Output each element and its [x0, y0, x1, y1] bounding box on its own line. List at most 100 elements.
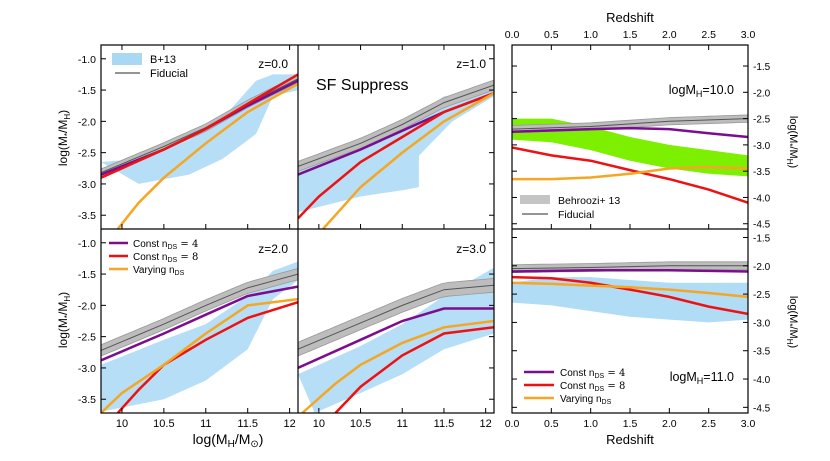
ry-label-0-4: -3.5 [753, 167, 771, 178]
xtick-label-1-4: 12 [480, 418, 492, 430]
z3-varying-line [301, 319, 494, 413]
mh11-varying-line [512, 281, 748, 299]
green-band-mh10 [512, 118, 748, 177]
ry-label-0-1: -2.0 [753, 88, 771, 99]
ry-label-0-0: -1.5 [753, 62, 771, 73]
legend-bottom-left: Const nDS = 4 Const nDS = 8 Varying nDS [109, 239, 198, 277]
legend-b13-label: B+13 [150, 54, 176, 66]
legend-behroozi-label: Behroozi+ 13 [558, 195, 620, 207]
ytick-label-0-0: -1.0 [78, 54, 96, 66]
panel-label-mh10: logMH=10.0 [669, 83, 734, 99]
panel-label-z2: z=2.0 [258, 242, 288, 256]
xtick-label-0-1: 10.5 [153, 418, 174, 430]
ry-label-1-6: -4.5 [753, 403, 771, 414]
z0-const8-line [101, 73, 298, 179]
panel-label-z1: z=1.0 [456, 57, 486, 71]
xtick-label-1-0: 10 [313, 418, 325, 430]
legend-right-const4-label: Const nDS = 4 [560, 368, 625, 380]
ry-label-1-2: -2.5 [753, 290, 771, 301]
z2-const8-line [116, 301, 298, 413]
panel-label-z0: z=0.0 [258, 57, 288, 71]
ry-label-1-3: -3.0 [753, 318, 771, 329]
panel-z1-data [298, 79, 494, 229]
xtick-label-1-1: 10.5 [350, 418, 371, 430]
axis-ticks: 10 10.5 11 11.5 12 10 10.5 11 11.5 12 -1.0 -1.5 -2.0… [78, 29, 771, 430]
legend-const4-label: Const nDS = 4 [133, 239, 198, 251]
ytick-label-1-1: -1.5 [78, 269, 96, 281]
rx-bot-label-1: 0.5 [544, 418, 559, 430]
ry-label-0-2: -2.5 [753, 115, 771, 126]
panel-z2-data [101, 261, 298, 413]
legend-fiducial-right-label: Fiducial [558, 209, 594, 221]
legend-behroozi-swatch [520, 195, 550, 204]
ytick-label-1-4: -3.0 [78, 363, 96, 375]
z1-varying-line [322, 92, 494, 229]
fiducial-band-z2-line [101, 273, 298, 351]
mh10-const8-line [512, 146, 748, 204]
fiducial-band-z3-line [298, 284, 494, 350]
z3-const4-line [298, 307, 494, 370]
xtick-label-0-4: 12 [283, 418, 295, 430]
panel-z0-data [101, 73, 298, 229]
fiducial-band-z3 [298, 277, 494, 357]
left-x-axis-label: log(MH/M⊙) [193, 431, 264, 450]
mh11-const4-line [512, 269, 748, 273]
ytick-label-0-2: -2.0 [78, 116, 96, 128]
z2-const4-line [101, 285, 298, 362]
right-y-axis-label-top: log(M*/MH) [785, 116, 799, 168]
panel-label-mh11: logMH=11.0 [670, 370, 734, 386]
ytick-label-1-5: -3.5 [78, 394, 96, 406]
fiducial-band-z1-line [298, 84, 494, 167]
xtick-label-1-2: 11 [397, 418, 408, 430]
legend-b13-swatch [112, 53, 142, 65]
ytick-label-1-2: -2.0 [78, 300, 96, 312]
right-y-axis-label-bottom: log(M*/MH) [785, 296, 799, 348]
rx-top-label-3: 1.5 [623, 29, 638, 41]
y-axis-label-top: log(M*/MH) [56, 110, 72, 166]
legend-varying-label: Varying nDS [133, 265, 185, 277]
b13-band-z3 [298, 267, 494, 413]
panel-mh11-data [512, 261, 748, 323]
legend-right-const8-label: Const nDS = 8 [560, 381, 625, 393]
xtick-label-0-0: 10 [116, 418, 128, 430]
ytick-label-0-1: -1.5 [78, 85, 96, 97]
legend-right-top: Behroozi+ 13 Fiducial [520, 195, 620, 221]
rx-top-label-2: 1.0 [583, 29, 598, 41]
ry-label-1-4: -3.5 [753, 347, 771, 358]
mh10-varying-line [512, 165, 748, 181]
rx-bot-label-6: 3.0 [741, 418, 756, 430]
behroozi-band-mh11-line [512, 265, 748, 270]
right-bottom-x-axis-label: Redshift [606, 432, 654, 447]
rx-bot-label-2: 1.0 [583, 418, 598, 430]
ry-label-0-5: -4.0 [753, 193, 771, 204]
legend-right-varying-label: Varying nDS [560, 394, 612, 406]
ytick-label-0-5: -3.5 [78, 210, 96, 222]
z0-varying-line [116, 82, 298, 229]
ytick-label-0-3: -2.5 [78, 148, 96, 160]
ry-label-1-0: -1.5 [753, 233, 771, 244]
ry-label-0-3: -3.0 [753, 141, 771, 152]
legend-const8-label: Const nDS = 8 [133, 252, 198, 264]
ytick-label-0-4: -3.0 [78, 179, 96, 191]
legend-top-left: B+13 Fiducial [112, 53, 188, 80]
rx-top-label-5: 2.5 [701, 29, 716, 41]
ytick-label-1-3: -2.5 [78, 332, 96, 344]
rx-top-label-1: 0.5 [544, 29, 559, 41]
rx-bot-label-3: 1.5 [623, 418, 638, 430]
rx-top-label-4: 2.0 [662, 29, 677, 41]
ytick-label-1-0: -1.0 [78, 238, 96, 250]
ry-label-0-6: -4.5 [753, 220, 771, 231]
legend-right-bottom: Const nDS = 4 Const nDS = 8 Varying nDS [524, 368, 625, 406]
fiducial-band-z2 [101, 267, 298, 357]
rx-top-label-0: 0.0 [505, 29, 520, 41]
mh11-const8-line [512, 275, 748, 316]
z3-const8-line [334, 326, 494, 413]
rx-bot-label-4: 2.0 [662, 418, 677, 430]
panel-label-z3: z=3.0 [456, 242, 486, 256]
xtick-label-0-3: 11.5 [237, 418, 258, 430]
legend-fiducial-label: Fiducial [150, 68, 188, 80]
mh10-const4-line [512, 126, 748, 139]
sf-suppress-annotation: SF Suppress [316, 77, 408, 94]
xtick-label-1-3: 11.5 [434, 418, 455, 430]
rx-top-label-6: 3.0 [741, 29, 756, 41]
